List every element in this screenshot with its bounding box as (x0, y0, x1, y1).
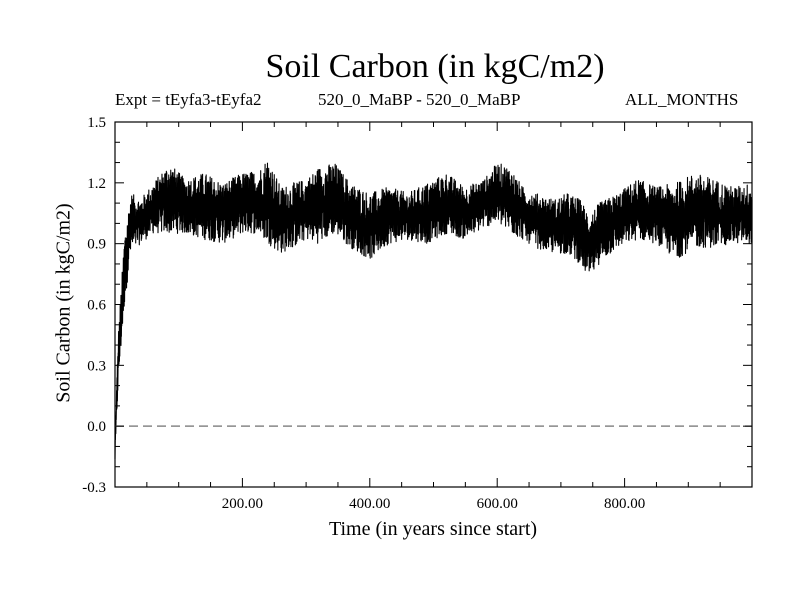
y-tick-label: 0.0 (87, 419, 106, 435)
experiment-label: Expt = tEyfa3-tEyfa2 (115, 90, 262, 109)
y-tick-label: -0.3 (82, 480, 106, 496)
x-axis-label: Time (in years since start) (328, 518, 538, 540)
series-line-soil-carbon (114, 162, 753, 460)
months-label: ALL_MONTHS (625, 90, 739, 109)
y-tick-label: 0.3 (87, 358, 106, 374)
plot-frame (114, 121, 753, 488)
period-label: 520_0_MaBP - 520_0_MaBP (318, 90, 521, 109)
y-tick-label: 1.2 (87, 176, 106, 192)
x-tick-label: 600.00 (477, 496, 518, 512)
chart-title: Soil Carbon (in kgC/m2) (265, 48, 605, 85)
x-tick-label: 800.00 (604, 496, 645, 512)
x-tick-label: 400.00 (349, 496, 390, 512)
y-tick-label: 0.9 (87, 237, 106, 253)
x-tick-label: 200.00 (222, 496, 263, 512)
y-tick-label: 1.5 (87, 115, 106, 131)
y-tick-label: 0.6 (87, 298, 106, 314)
